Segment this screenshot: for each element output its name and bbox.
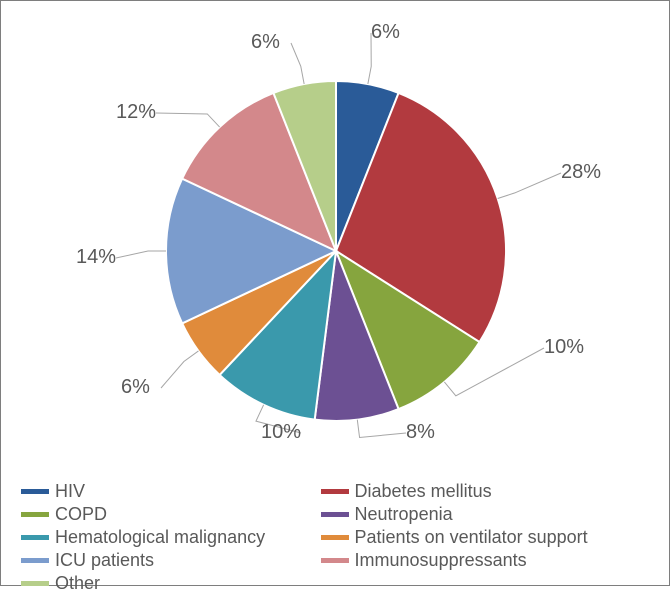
- legend-item-copd: COPD: [21, 504, 311, 525]
- legend-label-neutro: Neutropenia: [355, 504, 453, 525]
- legend-swatch-vent: [321, 535, 349, 540]
- pct-label-icu: 14%: [76, 246, 116, 269]
- pie-area: 6% 28% 10% 8% 10% 6% 14% 12% 6%: [1, 1, 670, 481]
- legend-swatch-copd: [21, 512, 49, 517]
- pct-label-hemat: 10%: [261, 421, 301, 444]
- legend-item-diabetes: Diabetes mellitus: [321, 481, 639, 502]
- legend-row: Other: [21, 573, 649, 594]
- pct-label-other: 6%: [251, 31, 280, 54]
- pie-chart-container: 6% 28% 10% 8% 10% 6% 14% 12% 6% HIV Diabetes mell…: [0, 0, 670, 586]
- legend-item-icu: ICU patients: [21, 550, 311, 571]
- legend-label-immuno: Immunosuppressants: [355, 550, 527, 571]
- legend-item-other: Other: [21, 573, 321, 594]
- pct-label-hiv: 6%: [371, 21, 400, 44]
- legend-swatch-icu: [21, 558, 49, 563]
- legend-item-immuno: Immunosuppressants: [321, 550, 639, 571]
- leader-diabetes: [498, 173, 561, 198]
- pct-label-copd: 10%: [544, 336, 584, 359]
- legend-label-hemat: Hematological malignancy: [55, 527, 265, 548]
- leader-icu: [116, 251, 166, 258]
- legend-swatch-immuno: [321, 558, 349, 563]
- legend-swatch-diabetes: [321, 489, 349, 494]
- legend-label-vent: Patients on ventilator support: [355, 527, 588, 548]
- pct-label-neutro: 8%: [406, 421, 435, 444]
- pct-label-diabetes: 28%: [561, 161, 601, 184]
- legend-item-neutro: Neutropenia: [321, 504, 639, 525]
- legend-item-hiv: HIV: [21, 481, 311, 502]
- legend-swatch-other: [21, 581, 49, 586]
- legend-label-hiv: HIV: [55, 481, 85, 502]
- legend-item-vent: Patients on ventilator support: [321, 527, 639, 548]
- pct-label-immuno: 12%: [116, 101, 156, 124]
- legend-row: ICU patients Immunosuppressants: [21, 550, 649, 571]
- legend: HIVDiabetes mellitusCOPDNeutropeniaHemat…: [21, 481, 649, 596]
- legend-swatch-neutro: [321, 512, 349, 517]
- legend-row: COPD Neutropenia: [21, 504, 649, 525]
- legend-item-hemat: Hematological malignancy: [21, 527, 311, 548]
- pct-label-vent: 6%: [121, 376, 150, 399]
- legend-label-diabetes: Diabetes mellitus: [355, 481, 492, 502]
- legend-swatch-hemat: [21, 535, 49, 540]
- legend-swatch-hiv: [21, 489, 49, 494]
- legend-label-other: Other: [55, 573, 100, 594]
- legend-label-copd: COPD: [55, 504, 107, 525]
- pie-svg: [166, 71, 506, 431]
- legend-label-icu: ICU patients: [55, 550, 154, 571]
- legend-row: Hematological malignancy Patients on vent…: [21, 527, 649, 548]
- legend-row: HIV Diabetes mellitus: [21, 481, 649, 502]
